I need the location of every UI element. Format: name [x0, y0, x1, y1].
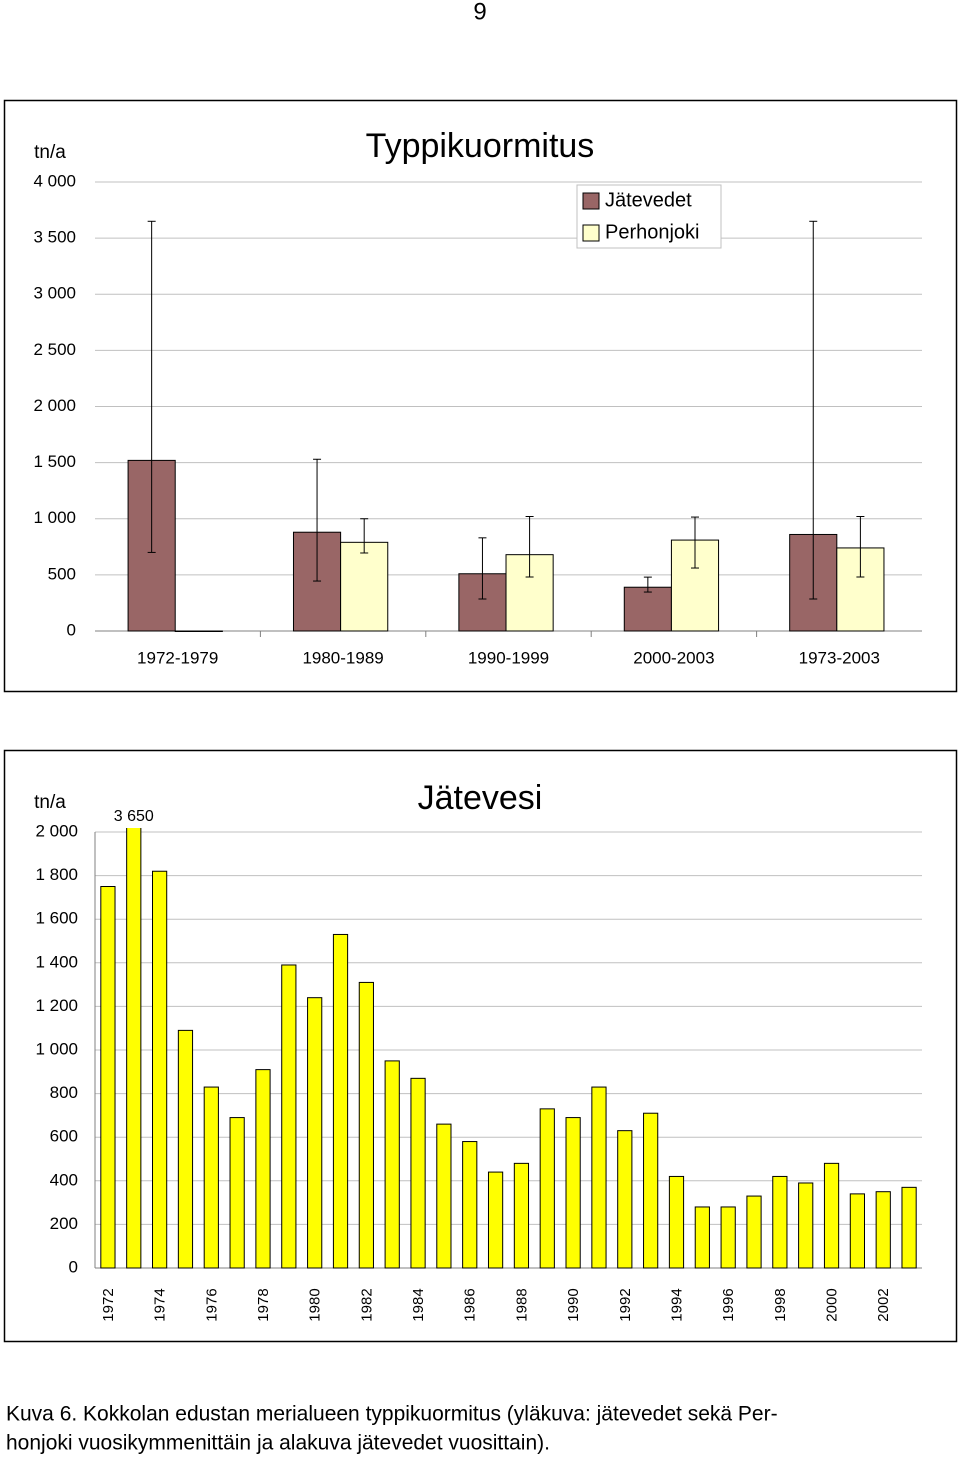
bar — [875, 1191, 891, 1269]
bar — [487, 1171, 504, 1269]
x-tick-label: 1994 — [668, 1288, 685, 1321]
legend-label: Perhonjoki — [605, 221, 700, 243]
bar — [436, 1123, 452, 1269]
y-tick-label: 2 500 — [33, 340, 76, 359]
x-tick-label: 1998 — [772, 1288, 789, 1321]
y-tick-label: 500 — [48, 564, 76, 583]
bar — [307, 997, 323, 1269]
y-axis-label: tn/a — [34, 142, 66, 163]
y-tick-label: 1 000 — [35, 1039, 78, 1058]
y-tick-label: 1 500 — [33, 452, 76, 471]
x-tick-label: 1990-1999 — [468, 648, 549, 667]
x-tick-label: 1980 — [307, 1288, 324, 1321]
y-tick-label: 1 600 — [35, 909, 78, 928]
value-label: 3 650 — [114, 808, 154, 825]
bar — [255, 1069, 271, 1269]
y-tick-label: 1 200 — [35, 996, 78, 1015]
bar — [332, 933, 349, 1269]
y-tick-label: 2 000 — [33, 396, 76, 415]
chart-frame — [3, 99, 958, 693]
bar — [203, 1086, 219, 1269]
bar — [591, 1086, 607, 1269]
caption-line: Kuva 6. Kokkolan edustan merialueen typp… — [6, 1403, 778, 1426]
legend-swatch — [582, 192, 600, 210]
bar — [513, 1162, 530, 1269]
y-tick-label: 1 000 — [33, 508, 76, 527]
bar — [694, 1206, 710, 1269]
y-tick-label: 4 000 — [33, 171, 76, 190]
bar — [281, 964, 297, 1269]
y-tick-label: 0 — [69, 1257, 78, 1276]
bar — [643, 1112, 659, 1269]
x-tick-label: 1978 — [255, 1288, 272, 1321]
y-tick-label: 600 — [50, 1127, 78, 1146]
bar — [126, 828, 142, 1269]
bar — [668, 1175, 685, 1269]
bar — [746, 1195, 762, 1269]
y-tick-label: 400 — [50, 1170, 78, 1189]
y-tick-label: 3 000 — [33, 284, 76, 303]
plot-area — [127, 220, 885, 632]
x-tick-label: 2002 — [875, 1288, 892, 1321]
x-tick-label: 1973-2003 — [799, 648, 880, 667]
bar — [772, 1175, 788, 1269]
x-tick-label: 1972-1979 — [137, 648, 218, 667]
bar — [798, 1182, 814, 1269]
y-tick-label: 2 000 — [35, 821, 78, 840]
x-tick-label: 1982 — [358, 1288, 375, 1321]
bar — [152, 870, 168, 1269]
bar — [100, 886, 116, 1269]
bar — [462, 1141, 478, 1269]
x-tick-label: 2000 — [824, 1288, 841, 1321]
y-tick-label: 0 — [67, 620, 76, 639]
bar — [358, 981, 374, 1269]
x-tick-label: 1992 — [617, 1288, 634, 1321]
y-axis-label: tn/a — [34, 792, 66, 813]
bar — [174, 630, 223, 632]
x-tick-label: 1986 — [462, 1288, 479, 1321]
bar — [177, 1029, 194, 1269]
bar — [823, 1162, 840, 1269]
caption-line: honjoki vuosikymmenittäin ja alakuva jät… — [6, 1432, 550, 1455]
x-tick-label: 1984 — [410, 1288, 427, 1321]
y-tick-label: 800 — [50, 1083, 78, 1102]
legend-swatch — [582, 224, 600, 242]
bar — [229, 1117, 245, 1269]
bar — [292, 531, 342, 632]
bar — [617, 1130, 633, 1269]
legend-label: Jätevedet — [605, 189, 692, 211]
bar — [410, 1077, 426, 1269]
bar — [623, 586, 672, 632]
x-tick-label: 1980-1989 — [302, 648, 383, 667]
plot-area — [100, 828, 917, 1269]
chart-frame — [3, 749, 958, 1343]
bar — [384, 1060, 400, 1269]
bar — [539, 1108, 555, 1269]
chart-title: Jätevesi — [418, 779, 543, 817]
bar — [901, 1186, 917, 1269]
legend-box — [576, 184, 722, 249]
x-tick-label: 1976 — [203, 1288, 220, 1321]
bar — [849, 1193, 865, 1269]
y-tick-label: 1 800 — [35, 865, 78, 884]
x-tick-label: 1974 — [152, 1288, 169, 1321]
page-number: 9 — [473, 0, 486, 25]
bar — [340, 541, 389, 632]
bar — [720, 1206, 736, 1269]
x-tick-label: 2000-2003 — [633, 648, 714, 667]
x-tick-label: 1996 — [720, 1288, 737, 1321]
x-tick-label: 1988 — [513, 1288, 530, 1321]
x-tick-label: 1972 — [100, 1288, 117, 1321]
y-tick-label: 200 — [50, 1214, 78, 1233]
x-tick-label: 1990 — [565, 1288, 582, 1321]
y-tick-label: 3 500 — [33, 228, 76, 247]
chart-title: Typpikuormitus — [366, 127, 595, 165]
y-tick-label: 1 400 — [35, 952, 78, 971]
bar — [565, 1117, 581, 1269]
